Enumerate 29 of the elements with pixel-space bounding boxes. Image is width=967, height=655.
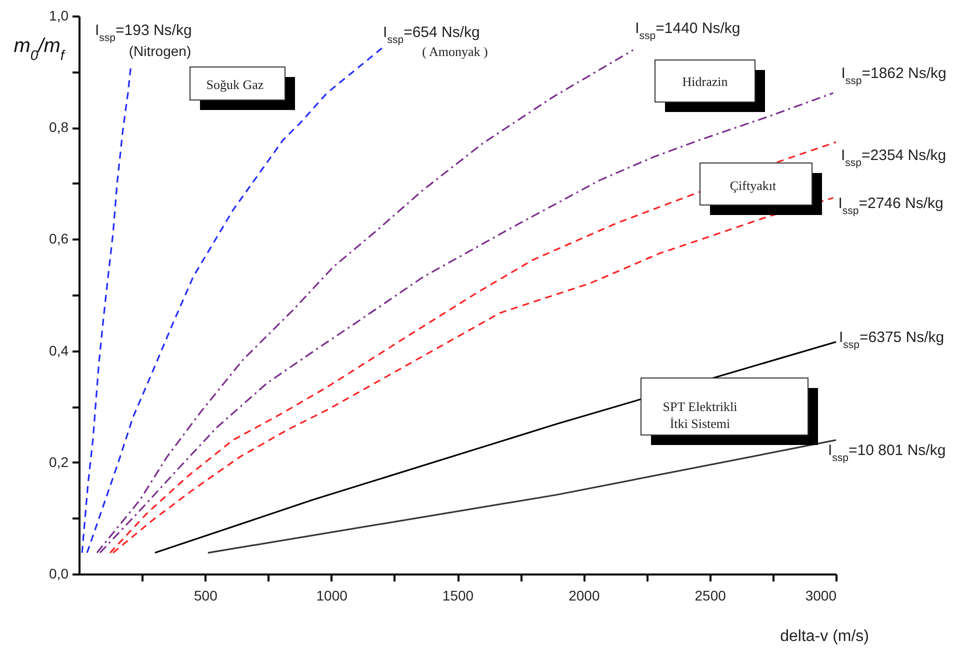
x-axis-title: delta-v (m/s): [780, 628, 869, 645]
y-axis-title: m$_{0}$/m$_{f}$: [14, 35, 66, 63]
series-label: I$_{ssp}$=1440 Ns/kg: [635, 20, 740, 42]
y-tick-label: 1,0: [49, 8, 69, 24]
x-tick-label: 1000: [316, 588, 348, 604]
series-label: I$_{ssp}$=10 801 Ns/kg: [828, 442, 946, 464]
y-tick-label: 0,6: [49, 230, 69, 247]
line-series: [86, 46, 384, 554]
annotation: ( Amonyak ): [422, 44, 488, 59]
x-tick-label: 2500: [694, 588, 726, 604]
series-label: I$_{ssp}$=654 Ns/kg: [383, 24, 480, 46]
annotation: SPT Elektrikli İtki Sistemi: [662, 399, 738, 431]
series-label: I$_{ssp}$=2746 Ns/kg: [838, 194, 944, 217]
annotation: Hidrazin: [682, 74, 728, 89]
y-tick-label: 0,2: [49, 454, 69, 470]
y-tick-label: 0,8: [49, 119, 69, 136]
annotation: Çiftyakıt: [730, 178, 776, 193]
series-label: I$_{ssp}$=2354 Ns/kg: [841, 147, 946, 170]
x-tick-label: 2000: [568, 588, 600, 604]
x-tick-label: 500: [194, 588, 218, 604]
annotation: Soğuk Gaz: [206, 77, 264, 92]
series-label: I$_{ssp}$=1862 Ns/kg: [841, 65, 946, 88]
x-tick-label: 3000: [805, 588, 837, 604]
series-label: I$_{ssp}$=6375 Ns/kg: [839, 328, 944, 351]
annotation: (Nitrogen): [128, 43, 192, 59]
x-tick-label: 1500: [442, 588, 474, 604]
y-tick-label: 0,4: [49, 342, 69, 358]
y-tick-label: 0,0: [49, 566, 69, 582]
text: I$_{ssp}$=193 Ns/kg: [94, 22, 192, 44]
